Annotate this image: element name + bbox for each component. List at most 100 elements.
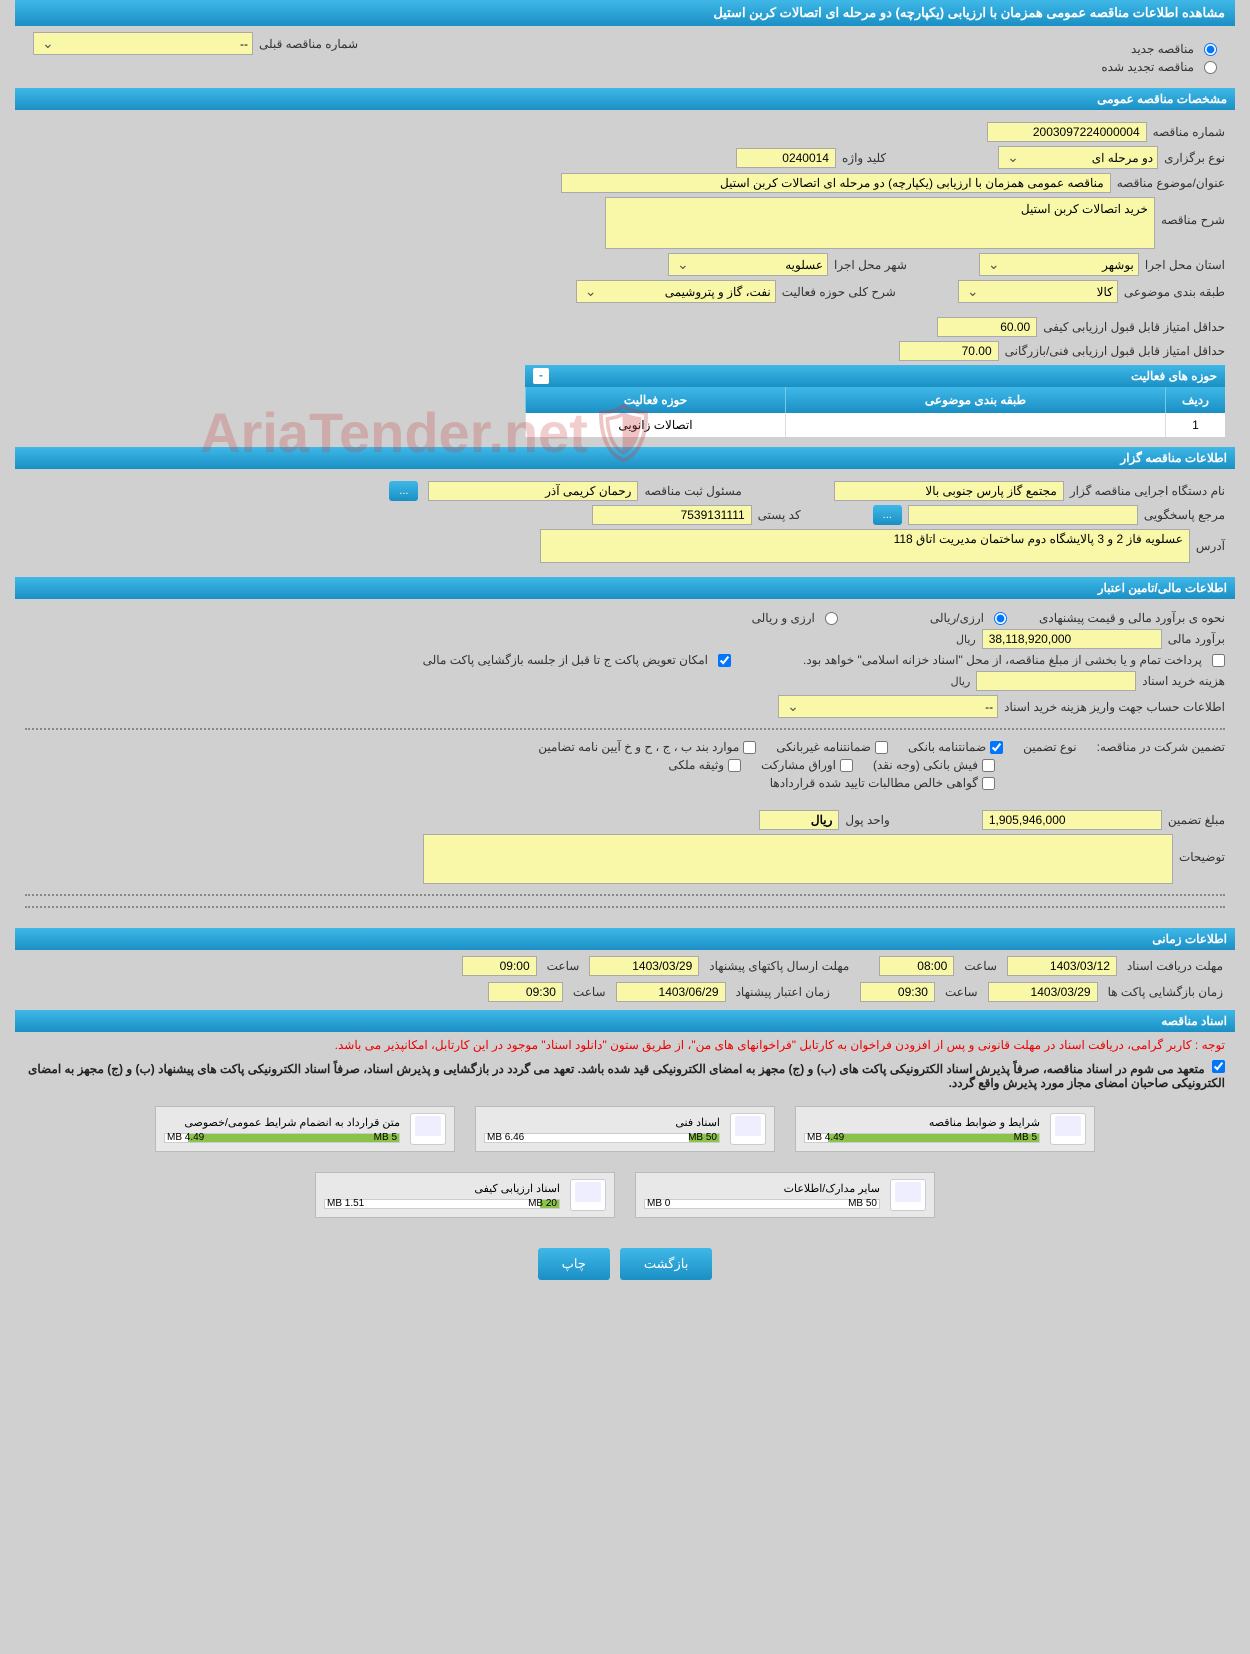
- doc-bar: 20 MB 1.51 MB: [324, 1199, 560, 1209]
- sep1: [25, 728, 1225, 730]
- doc-used: 1.51 MB: [327, 1198, 364, 1209]
- keyword-field: 0240014: [736, 148, 836, 168]
- doc-grid: شرایط و ضوابط مناقصه 5 MB 4.49 MB اسناد فنی…: [15, 1096, 1235, 1228]
- send-date: 1403/03/29: [589, 956, 699, 976]
- section-general: مشخصات مناقصه عمومی: [15, 88, 1235, 110]
- notice-red: توجه : کاربر گرامی، دریافت اسناد در مهلت…: [15, 1032, 1235, 1058]
- activity-header: حوزه های فعالیت -: [525, 365, 1225, 387]
- cb-change[interactable]: [718, 654, 731, 667]
- postal-label: کد پستی: [758, 508, 801, 522]
- minquality-field: 60.00: [937, 317, 1037, 337]
- button-row: بازگشت چاپ: [15, 1228, 1235, 1320]
- doc-title: اسناد فنی: [484, 1116, 720, 1129]
- resp-label: مسئول ثبت مناقصه: [644, 484, 741, 498]
- doc-total: 20 MB: [528, 1198, 557, 1209]
- activitydesc-select[interactable]: نفت، گاز و پتروشیمی: [576, 280, 776, 303]
- doc-title: شرایط و ضوابط مناقصه: [804, 1116, 1040, 1129]
- method-label: نحوه ی برآورد مالی و قیمت پیشنهادی: [1039, 611, 1225, 625]
- l-nonbank: ضمانتنامه غیربانکی: [776, 740, 871, 754]
- currency-label: واحد پول: [845, 813, 889, 827]
- print-button[interactable]: چاپ: [538, 1248, 610, 1280]
- postal-field: 7539131111: [592, 505, 752, 525]
- th-cat: طبقه بندی موضوعی: [785, 387, 1165, 413]
- subjectcat-label: طبقه بندی موضوعی: [1124, 285, 1225, 299]
- payment-note: پرداخت تمام و یا بخشی از مبلغ مناقصه، از…: [803, 653, 1202, 667]
- type-select[interactable]: دو مرحله ای: [998, 146, 1158, 169]
- radio-both[interactable]: [825, 612, 838, 625]
- exec-label: نام دستگاه اجرایی مناقصه گزار: [1070, 484, 1225, 498]
- label-rial: ارزی/ریالی: [930, 611, 984, 625]
- folder-icon: [1050, 1113, 1086, 1145]
- valid-time: 09:30: [488, 982, 563, 1002]
- l-property: وثیقه ملکی: [668, 758, 724, 772]
- sep2: [25, 894, 1225, 896]
- section-timing: اطلاعات زمانی: [15, 928, 1235, 950]
- doc-total: 5 MB: [374, 1132, 397, 1143]
- l-other: موارد بند ب ، ج ، ح و خ آیین نامه تضامین: [538, 740, 739, 754]
- back-button[interactable]: بازگشت: [620, 1248, 712, 1280]
- addr-field: عسلویه فاز 2 و 3 پالایشگاه دوم ساختمان م…: [540, 529, 1190, 563]
- doc-bar: 50 MB0 MB: [644, 1199, 880, 1209]
- purchase-field: [976, 671, 1136, 691]
- td-row: 1: [1165, 413, 1225, 437]
- cb-nonbank[interactable]: [875, 741, 888, 754]
- more-button[interactable]: ...: [389, 481, 418, 501]
- doc-item[interactable]: شرایط و ضوابط مناقصه5 MB4.49 MB: [795, 1106, 1095, 1152]
- th-row: ردیف: [1165, 387, 1225, 413]
- guarantee-amount: 1,905,946,000: [982, 810, 1162, 830]
- doc-total: 5 MB: [1014, 1132, 1037, 1143]
- ref-more-button[interactable]: ...: [873, 505, 902, 525]
- top-options: مناقصه جدید مناقصه تجدید شده شماره مناقص…: [15, 26, 1235, 86]
- cb-cash[interactable]: [982, 759, 995, 772]
- radio-renew[interactable]: [1204, 61, 1217, 74]
- receive-label: مهلت دریافت اسناد: [1127, 959, 1223, 973]
- cb-payment[interactable]: [1212, 654, 1225, 667]
- doc-title: سایر مدارک/اطلاعات: [644, 1182, 880, 1195]
- section-documents: اسناد مناقصه: [15, 1010, 1235, 1032]
- mintech-field: 70.00: [899, 341, 999, 361]
- collapse-icon[interactable]: -: [533, 368, 549, 384]
- cb-bond[interactable]: [840, 759, 853, 772]
- doc-used: 6.46 MB: [487, 1132, 524, 1143]
- notice-commit: متعهد می شوم در اسناد مناقصه، صرفاً پذیر…: [15, 1058, 1235, 1096]
- number-field: 2003097224000004: [987, 122, 1147, 142]
- doc-used: 0 MB: [647, 1198, 670, 1209]
- city-select[interactable]: عسلویه: [668, 253, 828, 276]
- province-select[interactable]: بوشهر: [979, 253, 1139, 276]
- doc-item[interactable]: متن قرارداد به انضمام شرایط عمومی/خصوصی 5…: [155, 1106, 455, 1152]
- type-label: نوع برگزاری: [1164, 151, 1225, 165]
- cb-property[interactable]: [728, 759, 741, 772]
- label-both: ارزی و ریالی: [752, 611, 815, 625]
- page-title: مشاهده اطلاعات مناقصه عمومی همزمان با ار…: [15, 0, 1235, 26]
- addr-label: آدرس: [1196, 539, 1225, 553]
- minquality-label: حداقل امتیاز قابل قبول ارزیابی کیفی: [1043, 320, 1225, 334]
- doc-item[interactable]: اسناد فنی50 MB6.46 MB: [475, 1106, 775, 1152]
- cb-bank[interactable]: [990, 741, 1003, 754]
- l-approved: گواهی خالص مطالبات تایید شده قراردادها: [770, 776, 978, 790]
- folder-icon: [410, 1113, 446, 1145]
- subjectcat-select[interactable]: کالا: [958, 280, 1118, 303]
- number-label: شماره مناقصه: [1153, 125, 1225, 139]
- radio-rial[interactable]: [994, 612, 1007, 625]
- radio-new[interactable]: [1204, 43, 1217, 56]
- doc-item[interactable]: سایر مدارک/اطلاعات 50 MB0 MB: [635, 1172, 935, 1218]
- prev-label: شماره مناقصه قبلی: [259, 37, 358, 51]
- cb-commit[interactable]: [1212, 1060, 1225, 1073]
- ref-label: مرجع پاسخگویی: [1144, 508, 1225, 522]
- resp-field: رحمان کریمی آذر: [428, 481, 638, 501]
- account-select[interactable]: --: [778, 695, 998, 718]
- doc-item[interactable]: اسناد ارزیابی کیفی20 MB1.51 MB: [315, 1172, 615, 1218]
- cb-approved[interactable]: [982, 777, 995, 790]
- desc-label: شرح مناقصه: [1161, 213, 1225, 227]
- guarantee-label: تضمین شرکت در مناقصه:: [1097, 740, 1225, 754]
- purchase-label: هزینه خرید اسناد: [1142, 674, 1225, 688]
- doc-used: 4.49 MB: [167, 1132, 204, 1143]
- valid-label: زمان اعتبار پیشنهاد: [736, 985, 830, 999]
- prev-select[interactable]: --: [33, 32, 253, 55]
- receive-date: 1403/03/12: [1007, 956, 1117, 976]
- send-label: مهلت ارسال پاکتهای پیشنهاد: [709, 959, 849, 973]
- doc-title: متن قرارداد به انضمام شرایط عمومی/خصوصی: [164, 1116, 400, 1129]
- folder-icon: [570, 1179, 606, 1211]
- cb-other[interactable]: [743, 741, 756, 754]
- amount-field: 38,118,920,000: [982, 629, 1162, 649]
